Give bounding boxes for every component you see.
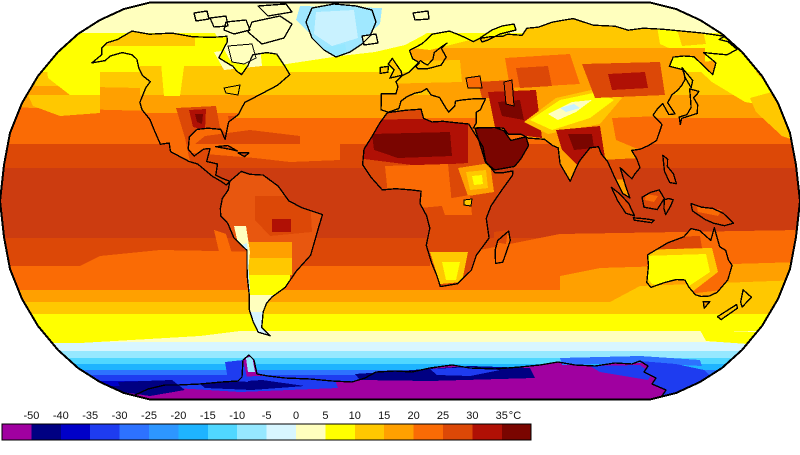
- svg-text:30: 30: [466, 410, 478, 422]
- svg-text:10: 10: [349, 410, 361, 422]
- svg-text:-35: -35: [82, 410, 98, 422]
- svg-text:-15: -15: [200, 410, 216, 422]
- svg-text:-10: -10: [229, 410, 245, 422]
- svg-text:0: 0: [293, 410, 299, 422]
- svg-text:35: 35: [496, 410, 508, 422]
- svg-text:°C: °C: [509, 410, 521, 422]
- svg-text:25: 25: [437, 410, 449, 422]
- svg-text:-30: -30: [112, 410, 128, 422]
- svg-text:-5: -5: [262, 410, 272, 422]
- svg-text:-20: -20: [170, 410, 186, 422]
- svg-text:-25: -25: [141, 410, 157, 422]
- svg-text:20: 20: [407, 410, 419, 422]
- svg-text:15: 15: [378, 410, 390, 422]
- svg-text:5: 5: [322, 410, 328, 422]
- svg-text:-40: -40: [53, 410, 69, 422]
- svg-text:-50: -50: [23, 410, 39, 422]
